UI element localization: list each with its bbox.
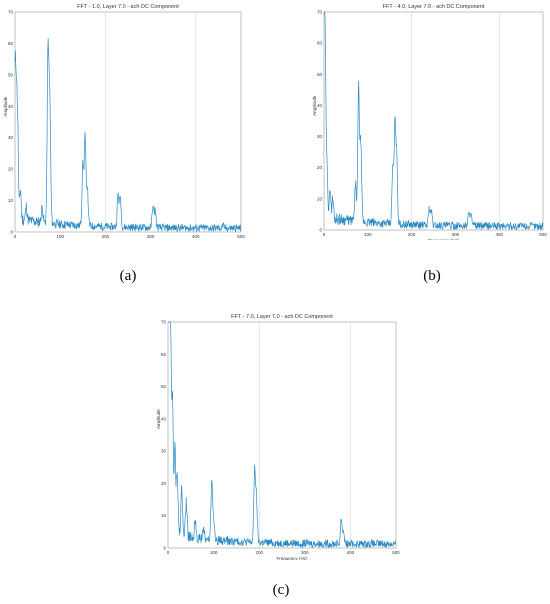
y-tick-label-b-1: 10 <box>317 196 323 201</box>
y-tick-label-a-6: 60 <box>8 41 14 46</box>
fft-chart-b: 0 100 200 300 400 500 0 10 20 30 40 50 60 70 FFT - 4.0… <box>300 0 550 240</box>
plot-area-a <box>14 11 242 233</box>
y-tick-label-b-7: 70 <box>317 10 323 15</box>
y-tick-label-a-0: 0 <box>10 230 13 235</box>
y-tick-label-b-2: 20 <box>317 165 323 170</box>
plot-area-c <box>167 321 397 549</box>
chart-title-b: FFT - 4.0, Layer 7.0 - ach DC Component <box>383 4 485 10</box>
y-tick-label-a-4: 40 <box>8 104 14 109</box>
y-tick-label-a-3: 30 <box>8 135 14 140</box>
y-tick-label-c-1: 10 <box>161 513 167 518</box>
x-tick-label-b-0: 0 <box>323 232 326 237</box>
y-axis-label-a: Amplitude <box>3 96 8 117</box>
x-axis-label-c: Frequency (Hz) <box>276 556 308 560</box>
y-axis-label-c: Amplitude <box>156 409 161 430</box>
y-tick-label-c-5: 50 <box>161 384 167 389</box>
fft-chart-a: 0 100 200 300 400 500 0 10 20 30 40 50 60 70 FFT - 1.0… <box>0 0 250 240</box>
x-tick-label-b-2: 200 <box>408 232 416 237</box>
fft-chart-b-svg: 0 100 200 300 400 500 0 10 20 30 40 50 60 70 FFT - 4.0… <box>312 4 547 240</box>
y-tick-label-b-0: 0 <box>319 228 322 233</box>
x-tick-label-c-2: 200 <box>255 550 263 555</box>
fft-chart-c-svg: 0 100 200 300 400 500 0 10 20 30 40 50 60 70 FFT - 7.0… <box>156 314 400 560</box>
spectrum-line-a <box>14 38 242 233</box>
fft-chart-c: 0 100 200 300 400 500 0 10 20 30 40 50 60 70 FFT - 7.0… <box>150 310 410 560</box>
x-tick-label-c-0: 0 <box>167 550 170 555</box>
caption-c: (c) <box>272 582 290 598</box>
x-axis-label-b: Frequency (Hz) <box>428 238 460 240</box>
y-tick-label-c-2: 20 <box>161 481 167 486</box>
caption-b: (b) <box>423 268 441 284</box>
y-tick-label-b-5: 50 <box>317 72 323 77</box>
x-tick-label-c-3: 300 <box>301 550 309 555</box>
x-tick-label-b-4: 400 <box>495 232 503 237</box>
chart-title-c: FFT - 7.0, Layer 7.0 - ach DC Component <box>231 314 333 320</box>
y-tick-label-a-7: 70 <box>8 10 14 15</box>
y-tick-label-c-6: 60 <box>161 352 167 357</box>
x-tick-label-b-3: 300 <box>452 232 460 237</box>
x-tick-label-a-5: 500 <box>237 234 245 239</box>
y-tick-label-b-3: 30 <box>317 134 323 139</box>
x-tick-label-a-3: 300 <box>147 234 155 239</box>
x-tick-label-b-5: 500 <box>539 232 547 237</box>
x-tick-label-b-1: 100 <box>364 232 372 237</box>
y-tick-label-a-1: 10 <box>8 198 14 203</box>
spectrum-line-b <box>324 11 544 231</box>
x-tick-label-a-4: 400 <box>192 234 200 239</box>
x-tick-label-c-4: 400 <box>347 550 355 555</box>
plot-area-b <box>323 11 544 231</box>
caption-a: (a) <box>119 268 137 284</box>
fft-chart-a-svg: 0 100 200 300 400 500 0 10 20 30 40 50 60 70 FFT - 1.0… <box>3 4 245 239</box>
y-tick-label-c-0: 0 <box>163 546 166 551</box>
spectrum-line-c <box>168 321 397 549</box>
x-tick-label-a-1: 100 <box>56 234 64 239</box>
y-tick-label-c-4: 40 <box>161 416 167 421</box>
y-tick-label-c-7: 70 <box>161 320 167 325</box>
x-tick-label-a-0: 0 <box>14 234 17 239</box>
x-tick-label-c-1: 100 <box>210 550 218 555</box>
y-tick-label-b-6: 60 <box>317 41 323 46</box>
chart-title-a: FFT - 1.0, Layer 7.0 - ach DC Component <box>77 4 179 10</box>
y-tick-label-b-4: 40 <box>317 103 323 108</box>
y-tick-label-a-2: 20 <box>8 167 14 172</box>
y-tick-label-a-5: 50 <box>8 72 14 77</box>
y-axis-label-b: Amplitude <box>312 95 317 116</box>
x-tick-label-a-2: 200 <box>102 234 110 239</box>
y-tick-label-c-3: 30 <box>161 449 167 454</box>
x-tick-label-c-5: 500 <box>392 550 400 555</box>
